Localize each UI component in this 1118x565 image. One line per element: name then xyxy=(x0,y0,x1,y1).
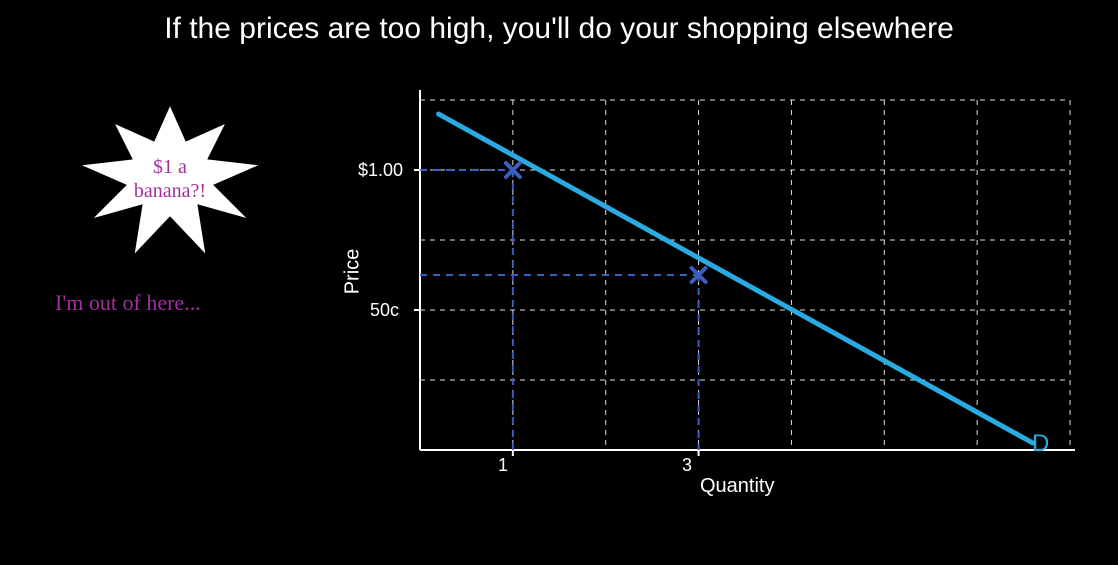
y-tick-4: $1.00 xyxy=(358,160,403,181)
caption-text: I'm out of here... xyxy=(55,290,201,316)
x-tick-3: 3 xyxy=(682,455,692,476)
y-tick-2: 50c xyxy=(370,300,399,321)
page-title: If the prices are too high, you'll do yo… xyxy=(0,12,1118,46)
demand-label: D xyxy=(1032,430,1049,458)
y-axis-label: Price xyxy=(341,249,364,295)
demand-chart: Price Quantity 50c $1.00 1 3 D xyxy=(350,80,1090,510)
starburst-text: $1 a banana?! xyxy=(80,155,260,203)
starburst-line1: $1 a xyxy=(153,156,187,178)
starburst-line2: banana?! xyxy=(134,180,206,202)
x-axis-label: Quantity xyxy=(700,475,774,498)
chart-svg xyxy=(350,80,1090,510)
speech-starburst: $1 a banana?! xyxy=(80,105,260,265)
x-tick-1: 1 xyxy=(498,455,508,476)
